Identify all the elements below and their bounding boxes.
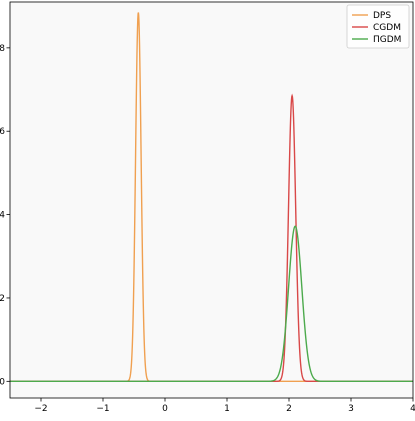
legend-box bbox=[346, 4, 410, 49]
x-tick-label: 0 bbox=[162, 404, 168, 414]
series-line-gdm bbox=[10, 225, 413, 383]
x-tick-label: 3 bbox=[348, 404, 354, 414]
y-tick-label: 4 bbox=[0, 211, 5, 221]
x-tick-label: 4 bbox=[410, 404, 415, 414]
legend-label: ΠGDM bbox=[373, 35, 401, 45]
plot-frame bbox=[9, 1, 414, 399]
x-tick-label: 2 bbox=[286, 404, 292, 414]
x-tick-label: 1 bbox=[224, 404, 230, 414]
y-tick-label: 6 bbox=[0, 127, 5, 137]
x-tick-label: −1 bbox=[96, 404, 109, 414]
x-axis: −2 −1 0 1 2 3 4 bbox=[34, 398, 415, 414]
y-tick-label: 2 bbox=[0, 294, 5, 304]
series-layer bbox=[10, 12, 413, 383]
plot-area bbox=[10, 2, 413, 398]
y-axis: 0 2 4 6 8 bbox=[0, 44, 10, 387]
legend-label: DPS bbox=[373, 11, 391, 21]
legend: DPS CGDM ΠGDM bbox=[346, 4, 410, 49]
y-tick-label: 0 bbox=[0, 377, 5, 387]
y-tick-label: 8 bbox=[0, 44, 5, 54]
x-tick-label: −2 bbox=[34, 404, 47, 414]
legend-label: CGDM bbox=[373, 23, 401, 33]
